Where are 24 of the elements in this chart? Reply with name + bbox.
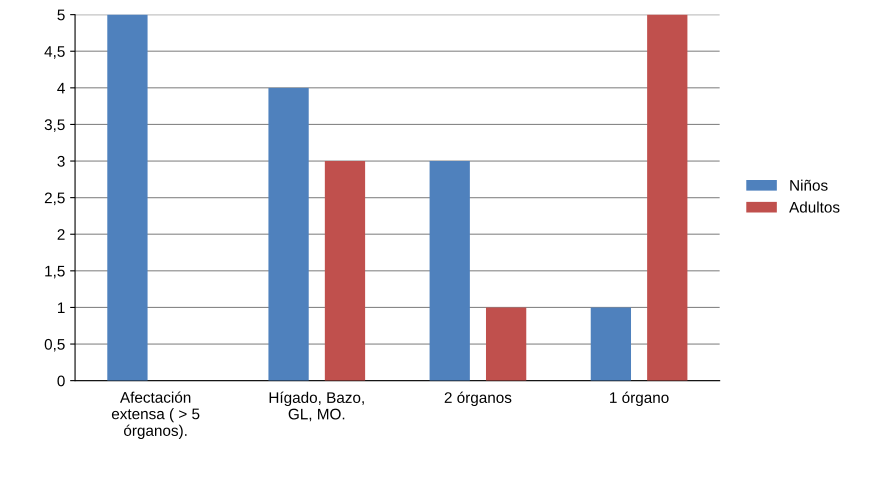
- y-tick-label: 2: [58, 229, 65, 240]
- bar: [324, 161, 366, 381]
- y-tick-label: 0: [57, 376, 65, 386]
- x-tick-label: 1 órgano: [610, 392, 669, 406]
- y-tick-label: 3,5: [44, 119, 65, 132]
- bar: [430, 161, 470, 381]
- y-tick-label: 0,5: [44, 338, 65, 352]
- bar: [486, 307, 526, 381]
- y-tick-label: 3: [57, 156, 65, 167]
- bar: [647, 14, 688, 381]
- legend-label: Adultos: [789, 201, 840, 213]
- x-tick-label: 2 órganos: [444, 392, 512, 406]
- bar: [268, 88, 309, 381]
- y-tick-label: 4: [57, 82, 65, 94]
- bar: [590, 307, 632, 381]
- y-tick-label: 1,5: [45, 266, 65, 278]
- bar: [107, 14, 148, 381]
- y-tick-label: 1: [58, 302, 65, 313]
- y-tick-label: 4,5: [44, 46, 65, 59]
- y-tick-label: 5: [57, 10, 65, 20]
- legend-label: Niños: [790, 180, 828, 191]
- x-tick-label: Hígado, Bazo, GL, MO.: [270, 392, 364, 422]
- x-tick-label: Afectación extensa ( > 5 órganos).: [112, 391, 200, 439]
- y-tick-label: 2,5: [44, 192, 65, 206]
